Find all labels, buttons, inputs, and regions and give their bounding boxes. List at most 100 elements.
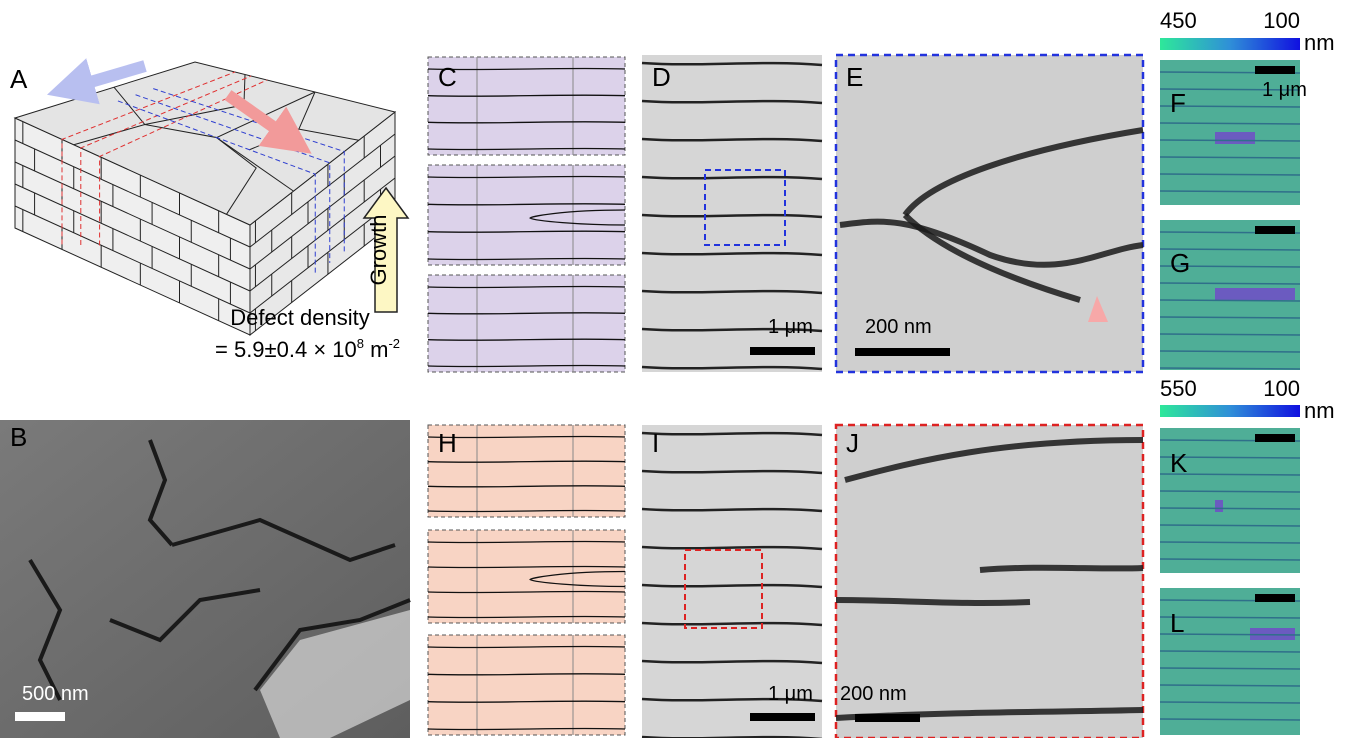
layer-boundary — [641, 327, 823, 333]
brick-line — [249, 177, 396, 292]
arrow-blue — [46, 58, 147, 105]
layer-line — [427, 645, 626, 649]
layer-line — [427, 540, 626, 544]
scale-bar — [855, 348, 950, 356]
scale-bar — [750, 713, 815, 721]
panel-label: G — [1170, 248, 1190, 278]
height-patch — [1215, 288, 1295, 300]
panel-label: K — [1170, 448, 1188, 478]
brick-line — [14, 205, 251, 314]
height-map — [1160, 588, 1300, 735]
inset-box — [704, 169, 786, 246]
caption: Defect density — [230, 305, 369, 330]
layer-line — [427, 312, 626, 315]
growth-label: Growth — [366, 215, 391, 286]
colorbar-max: 100 — [1263, 8, 1300, 33]
defect-line — [839, 218, 1144, 268]
value-sup: 8 — [357, 336, 364, 351]
section-red — [80, 75, 252, 245]
layer-line — [427, 435, 626, 439]
layer-boundary — [641, 545, 823, 551]
layer-line — [427, 565, 626, 569]
layer-line — [427, 203, 626, 206]
layer-boundary — [641, 621, 823, 627]
brick-line — [249, 199, 396, 314]
grain-boundary — [216, 137, 294, 192]
terrace-edge — [1159, 718, 1301, 721]
section-red — [99, 79, 268, 246]
crack — [253, 598, 411, 692]
scale-bar — [750, 347, 815, 355]
scale-bar — [855, 714, 920, 722]
colorbar-min: 450 — [1160, 8, 1197, 33]
layer-boundary — [641, 697, 823, 703]
terrace-edge — [1159, 541, 1301, 544]
terrace-edge — [1159, 156, 1301, 159]
layer-boundary — [641, 213, 823, 219]
edge-highlight — [260, 610, 410, 738]
layer-line — [427, 338, 626, 341]
layer-line — [427, 727, 626, 731]
labels: A Defect density = 5.9±0.4 × 108 m-2 Gro… — [10, 8, 1335, 705]
layer-line — [427, 67, 626, 71]
panel-label: B — [10, 422, 27, 452]
section-blue — [117, 100, 316, 275]
layer-split — [529, 570, 626, 588]
panel-label: I — [652, 428, 659, 458]
defect-line — [902, 212, 1081, 303]
terrace-edge — [1159, 456, 1301, 459]
defect-line — [844, 437, 1144, 483]
layer-boundary — [641, 583, 823, 589]
layer-boundary — [641, 431, 823, 437]
panel-label: H — [438, 428, 457, 458]
scale-bar-label: 200 nm — [865, 316, 932, 338]
value-sup: -2 — [388, 336, 400, 351]
layer-line — [427, 615, 626, 619]
section-blue — [135, 94, 331, 263]
colorbar — [1160, 405, 1300, 417]
sketch-box — [427, 424, 626, 518]
terrace-edge — [1159, 490, 1301, 493]
terrace-edge — [1159, 333, 1301, 336]
grain-boundary — [216, 137, 257, 215]
defect-density: = 5.9±0.4 × 108 m-2 — [215, 336, 400, 362]
panel-label: F — [1170, 88, 1186, 118]
colorbar-max: 100 — [1263, 376, 1300, 401]
sketch-box — [427, 164, 626, 266]
marker — [1088, 296, 1108, 322]
layer-line — [427, 257, 626, 261]
terrace-edge — [1159, 507, 1301, 510]
value: = 5.9±0.4 × 10 — [215, 337, 357, 362]
terrace-edge — [1159, 316, 1301, 319]
sketch-box — [427, 529, 626, 624]
scale-bar-label: 1 μm — [1262, 79, 1307, 101]
terrace-edge — [1159, 88, 1301, 91]
layer-line — [427, 673, 626, 676]
brick-line — [14, 139, 251, 248]
terrace-edge — [1159, 616, 1301, 619]
colorbar-min: 550 — [1160, 376, 1197, 401]
layer-boundary — [641, 659, 823, 665]
layer-boundary — [641, 137, 823, 143]
colorbar-unit: nm — [1304, 398, 1335, 423]
crack — [171, 517, 396, 563]
crack — [109, 588, 261, 643]
panel-label: J — [846, 428, 859, 458]
layer-line — [427, 485, 626, 488]
terrace-edge — [1159, 282, 1301, 285]
defect-line — [979, 564, 1144, 573]
layer-boundary — [641, 365, 823, 371]
sketch-box — [427, 634, 626, 736]
grain-boundary — [113, 86, 146, 125]
layer-line — [427, 460, 626, 463]
scale-bar — [1255, 594, 1295, 602]
colorbar — [1160, 38, 1300, 50]
defect-line — [835, 597, 1031, 606]
terrace-edge — [1159, 684, 1301, 687]
layer-boundary — [641, 175, 823, 181]
scale-bar — [1255, 66, 1295, 74]
terrace-edge — [1159, 173, 1301, 176]
defect-line — [902, 127, 1144, 217]
layer-line — [427, 700, 626, 703]
value-unit: m — [364, 337, 388, 362]
